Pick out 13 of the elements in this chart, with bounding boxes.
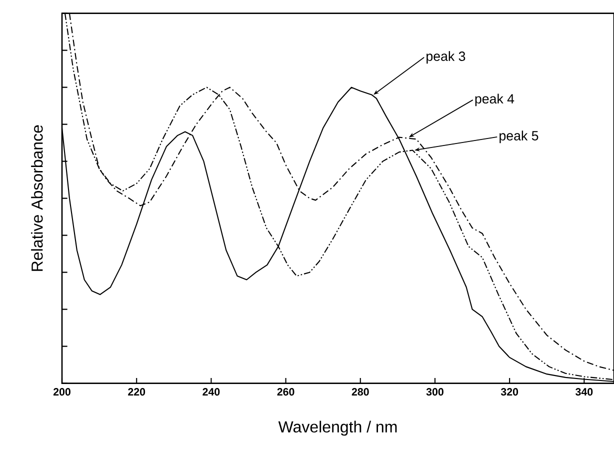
x-tick-label: 280 <box>352 388 369 396</box>
x-tick-label: 300 <box>426 388 444 396</box>
annotation: peak 4 <box>475 94 514 106</box>
x-tick-label: 340 <box>576 388 593 396</box>
x-tick-label: 240 <box>202 388 220 396</box>
annotation: peak 5 <box>500 130 538 144</box>
x-tick-label: 220 <box>128 388 146 396</box>
y-axis-title: Relative Absorbance <box>31 125 43 271</box>
x-tick-label: 200 <box>53 388 70 396</box>
annotation: peak 3 <box>426 51 466 64</box>
x-axis-title: Wavelength / nm <box>278 420 397 436</box>
x-tick-label: 260 <box>277 388 294 396</box>
x-tick-label: 320 <box>500 388 518 396</box>
